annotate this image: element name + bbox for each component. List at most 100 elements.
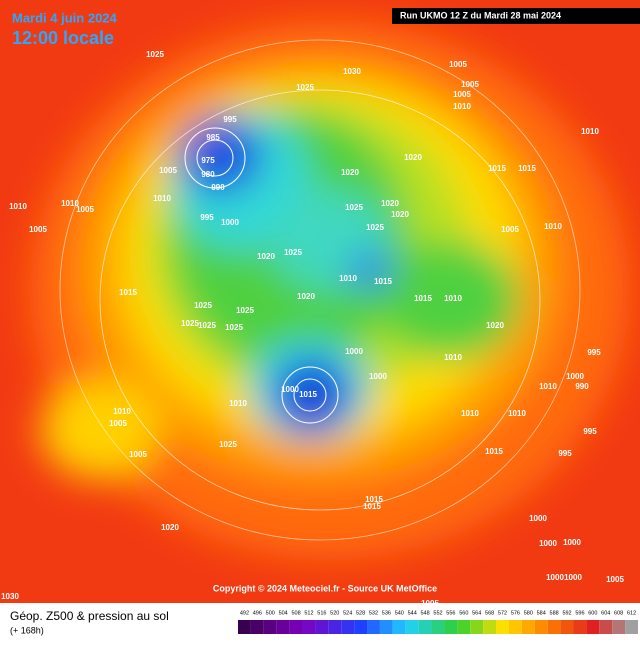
pressure-label: 1010	[444, 353, 462, 362]
colorbar-swatch	[238, 620, 251, 634]
time: 12:00 locale	[12, 28, 114, 48]
colorbar-swatch	[534, 620, 548, 634]
pressure-label: 1010	[9, 202, 27, 211]
colorbar-swatch	[354, 620, 368, 634]
pressure-label: 1025	[345, 203, 363, 212]
colorbar-label: 600	[588, 610, 597, 616]
colorbar-label: 608	[614, 610, 623, 616]
pressure-label: 1000	[539, 539, 557, 548]
pressure-label: 1000	[369, 372, 387, 381]
pressure-label: 1025	[198, 321, 216, 330]
pressure-label: 1015	[414, 294, 432, 303]
colorbar-label: 568	[485, 610, 494, 616]
colorbar-swatch	[560, 620, 574, 634]
pressure-label: 1010	[508, 409, 526, 418]
pressure-label: 1025	[225, 323, 243, 332]
pressure-label: 1030	[343, 67, 361, 76]
pressure-label: 1005	[606, 575, 624, 584]
colorbar-swatch	[289, 620, 303, 634]
colorbar-label: 612	[627, 610, 636, 616]
pressure-label: 995	[583, 427, 597, 436]
colorbar-swatch	[405, 620, 419, 634]
colorbar-label: 508	[291, 610, 300, 616]
colorbar-swatch	[586, 620, 600, 634]
pressure-label: 1000	[221, 218, 239, 227]
pressure-label: 1020	[341, 168, 359, 177]
pressure-label: 1020	[486, 321, 504, 330]
pressure-label: 1015	[374, 277, 392, 286]
colorbar-label: 564	[472, 610, 481, 616]
pressure-label: 1005	[29, 225, 47, 234]
colorbar-swatch	[457, 620, 471, 634]
colorbar-swatch	[302, 620, 316, 634]
colorbar-label: 504	[279, 610, 288, 616]
pressure-label: 1025	[284, 248, 302, 257]
colorbar-swatch	[276, 620, 290, 634]
colorbar-label: 548	[421, 610, 430, 616]
colorbar-swatch	[367, 620, 380, 634]
pressure-label: 990	[211, 183, 225, 192]
pressure-label: 1025	[194, 301, 212, 310]
pressure-label: 1015	[488, 164, 506, 173]
colorbar-label: 560	[459, 610, 468, 616]
colorbar-swatch	[392, 620, 406, 634]
colorbar-swatch	[483, 620, 497, 634]
pressure-label: 995	[200, 213, 214, 222]
colorbar-swatch	[431, 620, 445, 634]
colorbar-label: 592	[562, 610, 571, 616]
colorbar-swatch	[328, 620, 342, 634]
pressure-label: 990	[575, 382, 589, 391]
pressure-label: 980	[201, 170, 215, 179]
copyright: Copyright © 2024 Meteociel.fr - Source U…	[213, 583, 437, 593]
pressure-label: 1000	[345, 347, 363, 356]
pressure-label: 1020	[381, 199, 399, 208]
pressure-label: 1000	[281, 385, 299, 394]
pressure-label: 985	[206, 133, 220, 142]
pressure-label: 1000	[546, 573, 564, 582]
pressure-label: 1010	[229, 399, 247, 408]
colorbar-label: 584	[537, 610, 546, 616]
pressure-label: 1020	[161, 523, 179, 532]
pressure-label: 1020	[257, 252, 275, 261]
colorbar-label: 588	[550, 610, 559, 616]
pressure-label: 1030	[1, 592, 19, 601]
pressure-label: 1000	[564, 573, 582, 582]
pressure-label: 1025	[181, 319, 199, 328]
colorbar-label: 604	[601, 610, 610, 616]
pressure-labels: 1025103010051005100510101025995985975980…	[1, 50, 624, 608]
colorbar-label: 580	[524, 610, 533, 616]
colorbar: 492 496 500 504 508 512 516 520 524 528 532 536 540 5…	[238, 610, 638, 634]
colorbar-label: 500	[266, 610, 275, 616]
pressure-label: 1015	[363, 502, 381, 511]
date: Mardi 4 juin 2024	[12, 10, 118, 25]
pressure-label: 1010	[61, 199, 79, 208]
pressure-label: 1010	[444, 294, 462, 303]
pressure-label: 1005	[501, 225, 519, 234]
colorbar-label: 576	[511, 610, 520, 616]
pressure-label: 1025	[219, 440, 237, 449]
pressure-label: 1020	[297, 292, 315, 301]
colorbar-swatch	[315, 620, 329, 634]
pressure-label: 1020	[391, 210, 409, 219]
pressure-label: 1005	[461, 80, 479, 89]
colorbar-label: 512	[304, 610, 313, 616]
pressure-label: 1025	[146, 50, 164, 59]
pressure-label: 1025	[236, 306, 254, 315]
colorbar-swatch	[521, 620, 535, 634]
colorbar-swatch	[263, 620, 277, 634]
product-title: Géop. Z500 & pression au sol	[10, 609, 169, 623]
pressure-label: 1000	[563, 538, 581, 547]
pressure-label: 1010	[113, 407, 131, 416]
pressure-label: 995	[558, 449, 572, 458]
pressure-label: 1005	[453, 90, 471, 99]
colorbar-label: 524	[343, 610, 352, 616]
lead-time: (+ 168h)	[10, 625, 44, 635]
pressure-label: 1010	[539, 382, 557, 391]
colorbar-swatch	[496, 620, 509, 634]
colorbar-swatch	[250, 620, 264, 634]
pressure-label: 975	[201, 156, 215, 165]
colorbar-label: 540	[395, 610, 404, 616]
pressure-label: 1010	[453, 102, 471, 111]
